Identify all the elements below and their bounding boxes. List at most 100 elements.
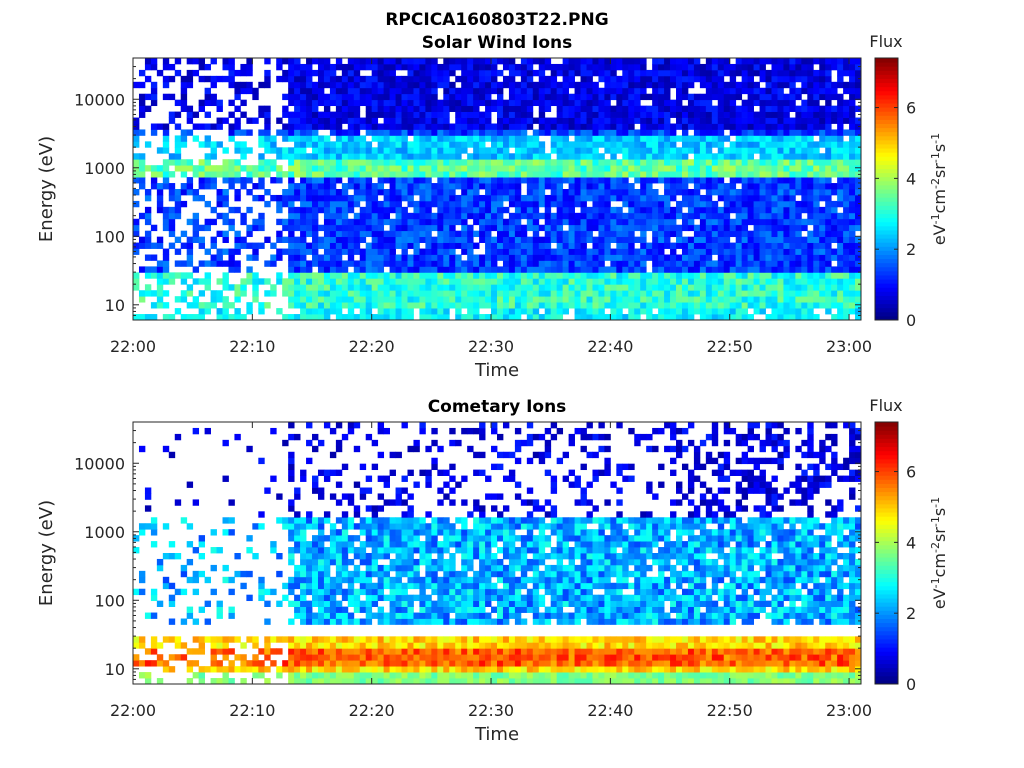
spectrogram-cell xyxy=(622,63,629,71)
spectrogram-cell xyxy=(693,236,701,243)
spectrogram-cell xyxy=(144,242,152,249)
colorbar-swatch xyxy=(875,283,898,288)
spectrogram-cell xyxy=(789,165,796,172)
spectrogram-cell xyxy=(383,165,390,172)
spectrogram-cell xyxy=(771,230,778,238)
spectrogram-cell xyxy=(640,153,647,160)
spectrogram-cell xyxy=(419,99,426,107)
spectrogram-cell xyxy=(777,111,784,118)
spectrogram-cell xyxy=(186,242,194,249)
spectrogram-cell xyxy=(359,314,367,321)
spectrogram-cell xyxy=(312,206,319,214)
spectrogram-cell xyxy=(138,445,146,453)
spectrogram-cell xyxy=(347,278,355,285)
spectrogram-cell xyxy=(156,165,164,172)
spectrogram-cell xyxy=(723,302,731,309)
spectrogram-cell xyxy=(646,141,653,148)
spectrogram-cell xyxy=(353,266,361,273)
spectrogram-cell xyxy=(401,189,408,196)
spectrogram-cell xyxy=(461,218,468,226)
spectrogram-cell xyxy=(855,93,862,101)
spectrogram-cell xyxy=(317,236,325,243)
spectrogram-cell xyxy=(765,117,772,124)
spectrogram-cell xyxy=(222,666,229,673)
colorbar-swatch xyxy=(875,119,898,124)
spectrogram-cell xyxy=(705,177,713,184)
spectrogram-cell xyxy=(729,81,737,89)
spectrogram-cell xyxy=(646,314,653,321)
spectrogram-cell xyxy=(371,153,379,160)
spectrogram-cell xyxy=(323,236,331,243)
spectrogram-cell xyxy=(753,278,760,285)
spectrogram-cell xyxy=(371,165,379,172)
spectrogram-cell xyxy=(801,63,808,71)
spectrogram-cell xyxy=(825,177,832,184)
spectrogram-cell xyxy=(598,242,605,249)
spectrogram-cell xyxy=(681,105,689,112)
spectrogram-cell xyxy=(437,236,444,243)
spectrogram-cell xyxy=(664,63,671,71)
spectrogram-cell xyxy=(300,129,307,136)
spectrogram-cell xyxy=(532,212,540,220)
spectrogram-cell xyxy=(150,272,158,279)
spectrogram-cell xyxy=(670,314,677,321)
spectrogram-cell xyxy=(520,171,528,178)
spectrogram-cell xyxy=(443,99,450,107)
spectrogram-cell xyxy=(616,218,623,226)
spectrogram-cell xyxy=(538,111,546,118)
spectrogram-cell xyxy=(562,159,570,166)
spectrogram-cell xyxy=(317,58,325,65)
spectrogram-cell xyxy=(687,117,695,124)
spectrogram-cell xyxy=(192,427,200,435)
spectrogram-cell xyxy=(437,206,444,214)
spectrogram-cell xyxy=(723,93,731,101)
spectrogram-cell xyxy=(843,206,850,214)
spectrogram-cell xyxy=(365,290,373,297)
spectrogram-cell xyxy=(849,159,856,166)
spectrogram-cell xyxy=(473,200,480,208)
spectrogram-cell xyxy=(449,248,456,255)
spectrogram-cell xyxy=(723,254,731,261)
spectrogram-cell xyxy=(156,272,164,279)
spectrogram-cell xyxy=(777,218,784,226)
spectrogram-cell xyxy=(204,135,211,142)
spectrogram-cell xyxy=(604,177,611,184)
spectrogram-cell xyxy=(437,248,444,255)
spectrogram-cell xyxy=(252,284,259,291)
spectrogram-cell xyxy=(479,266,486,273)
spectrogram-cell xyxy=(389,153,396,160)
spectrogram-cell xyxy=(562,111,570,118)
spectrogram-cell xyxy=(276,200,283,208)
spectrogram-cell xyxy=(664,212,671,220)
spectrogram-cell xyxy=(592,69,599,77)
spectrogram-cell xyxy=(467,284,474,291)
spectrogram-cell xyxy=(568,105,575,112)
spectrogram-cell xyxy=(622,200,629,208)
spectrogram-cell xyxy=(252,654,259,661)
spectrogram-cell xyxy=(676,296,683,303)
spectrogram-cell xyxy=(508,93,516,101)
spectrogram-cell xyxy=(323,302,331,309)
spectrogram-cell xyxy=(574,153,581,160)
spectrogram-cell xyxy=(300,135,307,142)
spectrogram-cell xyxy=(520,159,528,166)
spectrogram-cell xyxy=(270,194,277,202)
spectrogram-cell xyxy=(837,236,844,243)
spectrogram-cell xyxy=(467,254,474,261)
spectrogram-cell xyxy=(437,314,444,321)
spectrogram-cell xyxy=(580,171,587,178)
spectrogram-cell xyxy=(825,135,832,142)
spectrogram-cell xyxy=(837,218,844,226)
spectrogram-cell xyxy=(133,535,140,542)
spectrogram-cell xyxy=(658,117,665,124)
spectrogram-cell xyxy=(849,212,856,220)
spectrogram-cell xyxy=(317,123,325,130)
spectrogram-cell xyxy=(401,177,408,184)
spectrogram-cell xyxy=(634,129,641,136)
spectrogram-cell xyxy=(562,218,570,226)
spectrogram-cell xyxy=(837,141,844,148)
spectrogram-cell xyxy=(234,636,241,643)
spectrogram-cell xyxy=(586,165,593,172)
spectrogram-cell xyxy=(532,236,540,243)
spectrogram-cell xyxy=(747,212,754,220)
